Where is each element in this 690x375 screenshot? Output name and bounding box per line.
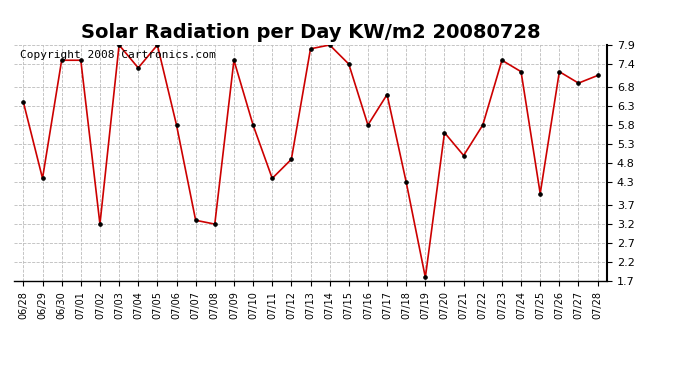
Text: Copyright 2008 Cartronics.com: Copyright 2008 Cartronics.com <box>20 50 215 60</box>
Title: Solar Radiation per Day KW/m2 20080728: Solar Radiation per Day KW/m2 20080728 <box>81 23 540 42</box>
